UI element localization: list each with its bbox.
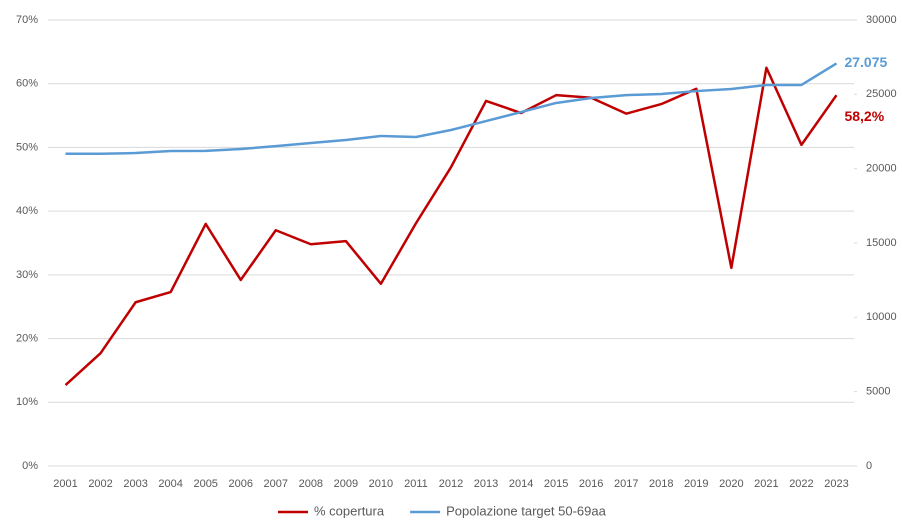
y-tick-label: 70% <box>16 14 38 26</box>
x-tick-label: 2023 <box>824 478 848 490</box>
y-tick-label: 30% <box>16 269 38 281</box>
y2-tick-label: 0 <box>866 460 872 472</box>
x-tick-label: 2018 <box>649 478 673 490</box>
x-tick-label: 2017 <box>614 478 638 490</box>
x-tick-label: 2020 <box>719 478 743 490</box>
x-tick-label: 2019 <box>684 478 708 490</box>
y2-tick-label: 10000 <box>866 311 897 323</box>
x-tick-label: 2005 <box>193 478 217 490</box>
series-line <box>64 66 838 387</box>
y-tick-label: 40% <box>16 205 38 217</box>
y2-tick-label: 20000 <box>866 163 897 175</box>
y-tick-label: 10% <box>16 396 38 408</box>
y2-tick-label: 5000 <box>866 386 890 398</box>
y2-tick-label: 15000 <box>866 237 897 249</box>
legend-label: % copertura <box>314 503 385 518</box>
x-tick-label: 2013 <box>474 478 498 490</box>
legend-label: Popolazione target 50-69aa <box>446 503 607 518</box>
x-tick-label: 2002 <box>88 478 112 490</box>
x-tick-label: 2014 <box>509 478 533 490</box>
x-tick-label: 2015 <box>544 478 568 490</box>
y-tick-label: 50% <box>16 141 38 153</box>
x-tick-label: 2003 <box>123 478 147 490</box>
x-tick-label: 2009 <box>334 478 358 490</box>
series-line <box>65 62 838 156</box>
data-label: 27.075 <box>844 54 887 70</box>
y-tick-label: 0% <box>22 460 38 472</box>
y-tick-label: 60% <box>16 78 38 90</box>
x-tick-label: 2011 <box>404 478 428 490</box>
x-tick-label: 2016 <box>579 478 603 490</box>
x-tick-label: 2007 <box>264 478 288 490</box>
x-tick-label: 2021 <box>754 478 778 490</box>
x-tick-label: 2022 <box>789 478 813 490</box>
x-tick-label: 2006 <box>228 478 252 490</box>
y2-tick-label: 30000 <box>866 14 897 26</box>
y2-tick-label: 25000 <box>866 88 897 100</box>
x-tick-label: 2004 <box>158 478 182 490</box>
data-label: 58,2% <box>844 108 884 124</box>
x-tick-label: 2012 <box>439 478 463 490</box>
x-tick-label: 2010 <box>369 478 393 490</box>
x-tick-label: 2001 <box>53 478 77 490</box>
x-tick-label: 2008 <box>299 478 323 490</box>
y-tick-label: 20% <box>16 332 38 344</box>
